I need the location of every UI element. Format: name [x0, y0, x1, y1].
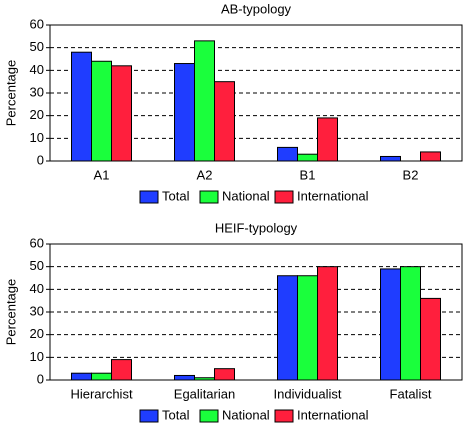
y-tick-label: 10	[30, 130, 44, 145]
legend-label: National	[222, 188, 270, 203]
bar	[317, 266, 338, 381]
bar	[380, 268, 401, 381]
x-tick-label: Egalitarian	[174, 386, 235, 401]
plot-frame	[49, 24, 463, 162]
legend-label: Total	[162, 407, 190, 422]
y-tick-label: 40	[30, 62, 44, 77]
plot-frame	[49, 243, 463, 381]
bar	[400, 266, 421, 381]
x-tick-label: Hierarchist	[70, 386, 133, 401]
legend-label: International	[297, 407, 369, 422]
x-tick-label: B2	[403, 167, 419, 182]
y-tick-label: 20	[30, 107, 44, 122]
bar	[277, 275, 298, 381]
y-tick-label: 50	[30, 258, 44, 273]
bar	[91, 60, 112, 162]
bar	[317, 117, 338, 162]
legend-swatch	[199, 409, 219, 423]
y-tick-label: 0	[37, 371, 44, 386]
bar	[214, 81, 235, 162]
y-tick-label: 60	[30, 16, 44, 31]
y-tick-label: 50	[30, 39, 44, 54]
y-tick-label: 40	[30, 281, 44, 296]
bar	[71, 51, 92, 162]
y-tick-label: 0	[37, 152, 44, 167]
legend-swatch	[139, 409, 159, 423]
y-tick-label: 60	[30, 235, 44, 250]
y-tick-label: 30	[30, 303, 44, 318]
bar	[420, 151, 441, 162]
legend-label: National	[222, 407, 270, 422]
legend-swatch	[139, 190, 159, 204]
bar	[91, 372, 112, 381]
legend-swatch	[274, 190, 294, 204]
bar	[297, 153, 318, 162]
x-tick-label: A1	[94, 167, 110, 182]
legend-label: Total	[162, 188, 190, 203]
bar	[111, 65, 132, 162]
bar	[111, 359, 132, 381]
bar	[174, 374, 195, 381]
y-tick-label: 10	[30, 349, 44, 364]
x-tick-label: B1	[300, 167, 316, 182]
bar	[297, 275, 318, 381]
y-tick-label: 30	[30, 84, 44, 99]
chart-title: AB-typology	[221, 1, 292, 16]
bar	[71, 372, 92, 381]
bar	[174, 63, 195, 162]
legend-swatch	[199, 190, 219, 204]
chart-title: HEIF-typology	[215, 220, 298, 235]
y-tick-label: 20	[30, 326, 44, 341]
legend-label: International	[297, 188, 369, 203]
bar	[277, 146, 298, 162]
bar	[194, 40, 215, 162]
y-axis-label: Percentage	[3, 279, 18, 346]
bar	[420, 297, 441, 381]
bar	[214, 368, 235, 381]
x-tick-label: Fatalist	[390, 386, 432, 401]
x-tick-label: A2	[197, 167, 213, 182]
y-axis-label: Percentage	[3, 60, 18, 127]
bar	[380, 155, 401, 162]
x-tick-label: Individualist	[274, 386, 342, 401]
legend-swatch	[274, 409, 294, 423]
